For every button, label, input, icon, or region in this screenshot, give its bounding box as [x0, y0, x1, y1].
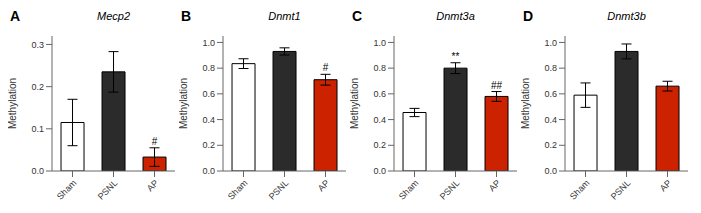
svg-text:0.4: 0.4 — [373, 115, 386, 125]
svg-text:0.6: 0.6 — [544, 89, 557, 99]
html-text:Dnmt3a: Dnmt3a — [436, 10, 475, 22]
svg-text:0.2: 0.2 — [544, 140, 557, 150]
html-text:B: B — [181, 8, 192, 24]
svg-text:Methylation: Methylation — [521, 78, 531, 129]
svg-text:Sham: Sham — [226, 178, 250, 202]
svg-text:1.0: 1.0 — [544, 38, 557, 48]
svg-text:0.4: 0.4 — [544, 115, 557, 125]
svg-text:#: # — [152, 136, 158, 147]
html-text:C: C — [352, 8, 363, 24]
svg-text:PSNL: PSNL — [267, 178, 291, 202]
svg-text:Methylation: Methylation — [8, 78, 18, 129]
svg-text:1.0: 1.0 — [373, 38, 386, 48]
svg-text:0.0: 0.0 — [373, 166, 386, 176]
svg-text:0.6: 0.6 — [373, 89, 386, 99]
svg-text:0.8: 0.8 — [373, 63, 386, 73]
svg-text:Sham: Sham — [568, 178, 592, 202]
svg-text:0.8: 0.8 — [202, 63, 215, 73]
svg-text:#: # — [323, 62, 329, 73]
svg-text:0.2: 0.2 — [31, 82, 44, 92]
svg-text:0.0: 0.0 — [31, 166, 44, 176]
svg-text:0.8: 0.8 — [544, 63, 557, 73]
svg-text:Sham: Sham — [397, 178, 421, 202]
html-text:A: A — [10, 8, 21, 24]
svg-text:##: ## — [491, 80, 503, 91]
html-text:Dnmt1: Dnmt1 — [268, 10, 301, 22]
svg-text:AP: AP — [316, 178, 332, 194]
html-text:D: D — [523, 8, 534, 24]
svg-text:AP: AP — [658, 178, 674, 194]
html-text:Dnmt3b: Dnmt3b — [607, 10, 646, 22]
html-text:Mecp2: Mecp2 — [97, 10, 130, 22]
svg-text:Methylation: Methylation — [350, 78, 360, 129]
svg-text:0.3: 0.3 — [31, 40, 44, 50]
svg-text:**: ** — [452, 51, 460, 62]
svg-text:AP: AP — [487, 178, 503, 194]
svg-text:AP: AP — [145, 178, 161, 194]
svg-text:0.0: 0.0 — [544, 166, 557, 176]
svg-text:0.1: 0.1 — [31, 124, 44, 134]
svg-text:1.0: 1.0 — [202, 38, 215, 48]
svg-text:Methylation: Methylation — [179, 78, 189, 129]
svg-text:Sham: Sham — [55, 178, 79, 202]
svg-text:0.2: 0.2 — [373, 140, 386, 150]
svg-text:PSNL: PSNL — [609, 178, 633, 202]
svg-text:PSNL: PSNL — [438, 178, 462, 202]
svg-text:0.0: 0.0 — [202, 166, 215, 176]
svg-text:0.2: 0.2 — [202, 140, 215, 150]
svg-text:PSNL: PSNL — [96, 178, 120, 202]
svg-text:0.4: 0.4 — [202, 115, 215, 125]
svg-text:0.6: 0.6 — [202, 89, 215, 99]
